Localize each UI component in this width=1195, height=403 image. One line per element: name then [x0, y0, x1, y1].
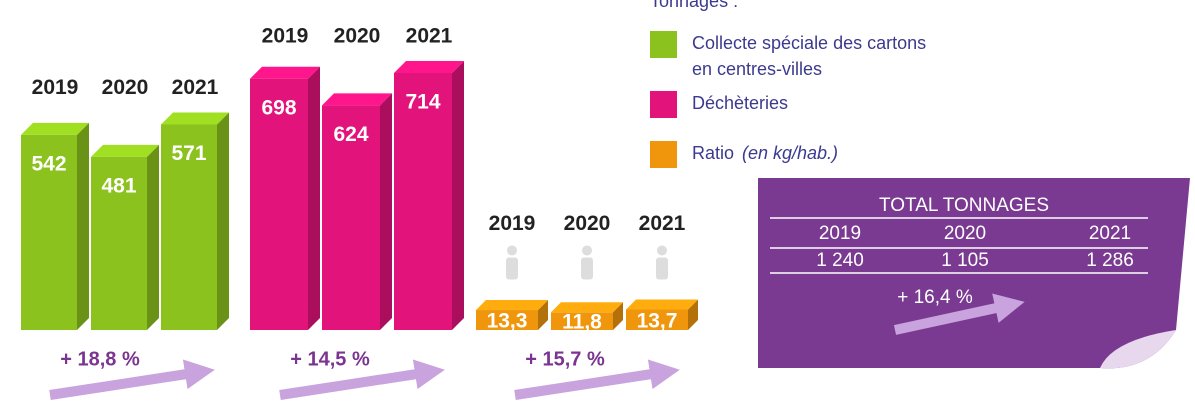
bar-front	[551, 312, 613, 330]
total-change: + 16,4 %	[897, 287, 973, 308]
legend-swatch	[650, 141, 677, 168]
bar-top	[626, 299, 698, 310]
total-year: 2021	[1089, 223, 1131, 244]
bar	[626, 299, 698, 330]
bar	[21, 122, 89, 330]
person-icon	[582, 245, 592, 256]
total-value: 1 286	[1086, 250, 1134, 271]
bar	[394, 60, 464, 331]
bar-side	[688, 299, 698, 330]
year-label: 2021	[406, 25, 453, 48]
value-label: 13,3	[487, 310, 528, 333]
legend-label: Déchèteries	[692, 93, 788, 113]
total-value: 1 105	[941, 250, 989, 271]
bar-top	[250, 66, 320, 79]
year-label: 2019	[489, 212, 536, 235]
page-curl	[1100, 330, 1176, 369]
person-icon	[507, 245, 517, 256]
bar-side	[380, 93, 392, 330]
bar-front	[476, 310, 538, 330]
value-label: 624	[333, 123, 368, 146]
bar-side	[217, 112, 229, 330]
bar-top	[476, 300, 548, 311]
bar-front	[322, 105, 380, 330]
bar	[551, 302, 623, 330]
bar-side	[147, 144, 159, 330]
bar-side	[613, 302, 623, 330]
change-label: + 18,8 %	[60, 348, 140, 370]
bar-side	[308, 66, 320, 330]
total-value: 1 240	[816, 250, 864, 271]
change-label: + 15,7 %	[525, 348, 605, 370]
total-table-lines	[770, 217, 1148, 274]
bar	[250, 66, 320, 330]
bar-front	[394, 72, 452, 331]
bar-front	[250, 78, 308, 330]
trend-arrow	[49, 359, 215, 400]
bar-side	[452, 60, 464, 331]
bar	[91, 144, 159, 330]
person-icon	[506, 257, 518, 280]
bar-front	[626, 309, 688, 330]
year-label: 2019	[32, 76, 79, 99]
total-arrow	[893, 293, 1025, 335]
bar-top	[394, 60, 464, 73]
bar-side	[538, 300, 548, 330]
year-label: 2021	[172, 76, 219, 99]
bar-side	[77, 122, 89, 330]
value-label: 11,8	[562, 311, 602, 334]
value-label: 698	[261, 96, 296, 119]
legend: Collecte spéciale des cartons en centres-…	[650, 31, 926, 168]
total-year: 2020	[944, 223, 986, 244]
bar	[161, 112, 229, 330]
legend-title: Tonnages :	[650, 0, 738, 11]
value-label: 542	[31, 152, 66, 175]
change-label: + 14,5 %	[290, 348, 370, 370]
bar	[322, 93, 392, 330]
value-label: 714	[405, 91, 440, 114]
bar	[476, 300, 548, 330]
bar-top	[21, 122, 89, 135]
bar-top	[91, 144, 159, 157]
trend-arrow	[279, 359, 445, 400]
bar-top	[551, 302, 623, 313]
value-label: 13,7	[637, 309, 678, 332]
year-label: 2020	[564, 212, 611, 235]
legend-qualifier: (en kg/hab.)	[742, 143, 838, 163]
bar-front	[21, 134, 77, 330]
bar-front	[91, 156, 147, 330]
total-year: 2019	[819, 223, 861, 244]
total-title: TOTAL TONNAGES	[879, 195, 1049, 216]
bar-top	[161, 112, 229, 125]
person-icon	[656, 257, 668, 280]
year-label: 2020	[102, 76, 149, 99]
bar-front	[161, 124, 217, 330]
year-label: 2019	[262, 25, 309, 48]
year-label: 2020	[334, 25, 381, 48]
value-label: 571	[171, 142, 206, 165]
value-label: 481	[101, 174, 136, 197]
legend-label: Collecte spéciale des cartons	[692, 33, 926, 53]
person-icon	[581, 257, 593, 280]
legend-label: en centres-villes	[692, 59, 822, 79]
year-label: 2021	[639, 212, 686, 235]
legend-swatch	[650, 31, 677, 58]
bar-top	[322, 93, 392, 106]
legend-label: Ratio	[692, 143, 734, 163]
person-icon	[657, 245, 667, 256]
legend-swatch	[650, 91, 677, 118]
trend-arrow	[514, 359, 680, 400]
